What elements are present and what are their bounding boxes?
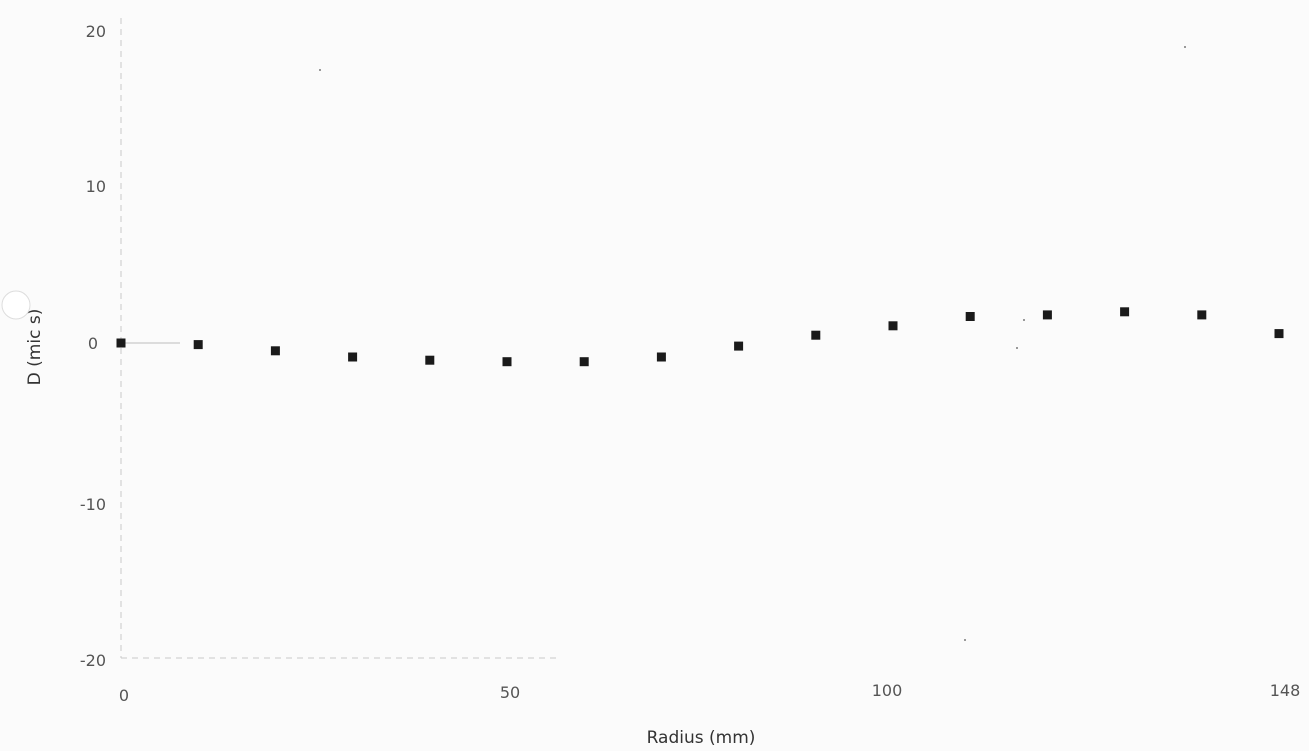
speck: [1016, 347, 1018, 349]
x-tick-label-50: 50: [500, 683, 520, 702]
y-tick-label-neg20: -20: [80, 651, 106, 670]
data-point: [502, 357, 512, 367]
data-point: [1120, 307, 1130, 317]
y-tick-label-10: 10: [86, 177, 106, 196]
y-tick-label-neg10: -10: [80, 495, 106, 514]
y-axis-title: D (mic s): [25, 309, 45, 386]
data-point: [734, 341, 744, 351]
data-point: [193, 340, 203, 350]
speck: [1023, 319, 1025, 321]
x-axis-title: Radius (mm): [647, 728, 756, 748]
y-tick-label-20: 20: [86, 22, 106, 41]
data-points: [116, 307, 1284, 367]
scan-specks: [319, 46, 1186, 641]
x-tick-label-0: 0: [119, 686, 129, 705]
label-blot: [1, 290, 31, 320]
data-point: [1042, 310, 1052, 320]
speck: [1184, 46, 1186, 48]
data-point: [579, 357, 589, 367]
y-tick-label-0: 0: [88, 334, 98, 353]
data-point: [1274, 329, 1284, 339]
data-point: [1197, 310, 1207, 320]
data-point: [348, 352, 358, 362]
data-point: [270, 346, 280, 356]
data-point: [425, 355, 435, 365]
x-tick-label-100: 100: [872, 681, 903, 700]
data-point: [656, 352, 666, 362]
x-tick-label-148: 148: [1270, 681, 1301, 700]
speck: [319, 69, 321, 71]
data-point: [811, 330, 821, 340]
data-point: [888, 321, 898, 331]
speck: [964, 639, 966, 641]
data-point: [965, 312, 975, 321]
data-point: [116, 338, 126, 348]
